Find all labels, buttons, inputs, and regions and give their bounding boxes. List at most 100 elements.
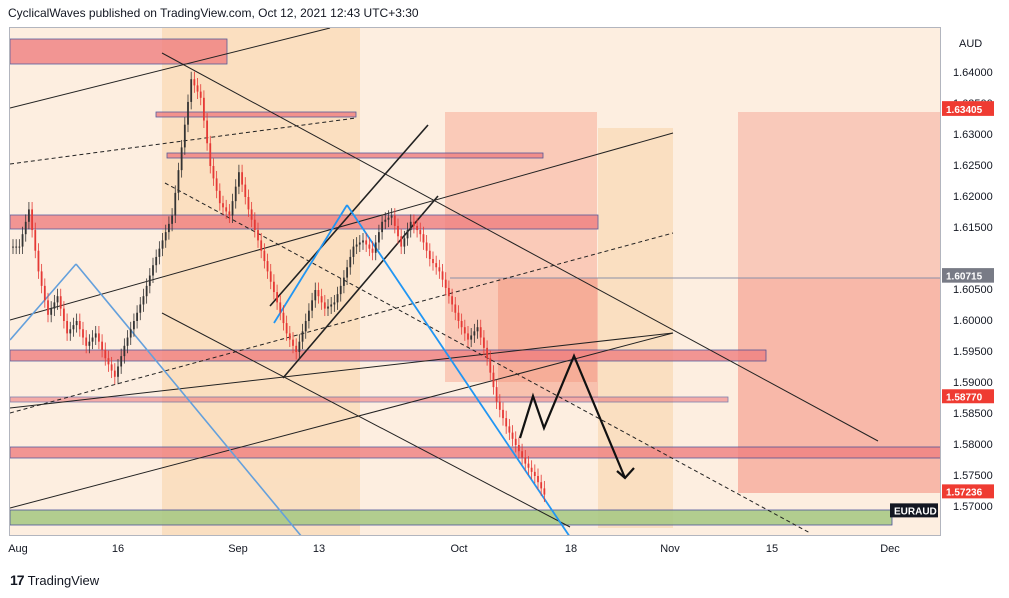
candle-body [40, 271, 43, 286]
price-label-bg [942, 268, 994, 283]
candle-body [444, 279, 447, 288]
trend-line [269, 124, 429, 307]
y-tick-label: 1.63500 [953, 98, 993, 110]
tradingview-logo-icon[interactable]: 17 [10, 572, 25, 588]
candle-body [66, 321, 68, 334]
candle-body [244, 184, 247, 197]
candle-body [78, 321, 81, 330]
candle-body [177, 170, 180, 193]
candle-body [133, 321, 135, 330]
candle-body [448, 287, 450, 297]
candle-body [406, 230, 409, 239]
candle-body [470, 335, 473, 340]
candle-body [282, 312, 285, 324]
candle-body [94, 333, 97, 338]
sr-zone [155, 111, 357, 118]
candle-body [543, 488, 546, 495]
candle-body [126, 337, 129, 346]
price-label: 1.58770 [942, 389, 994, 404]
candle-body [50, 308, 53, 315]
candle-body [495, 387, 498, 402]
candle-body [273, 281, 275, 293]
y-axis: 1.64000 1.63500 1.63000 1.62500 1.62000 1.615… [953, 38, 993, 513]
trend-line [10, 117, 357, 165]
candle-body [425, 242, 428, 251]
sr-zone [10, 214, 599, 230]
candle-body [292, 339, 294, 346]
candle-body [98, 333, 100, 342]
chart-canvas[interactable] [10, 28, 941, 536]
candle-body [168, 223, 170, 233]
zone-rect [738, 278, 940, 493]
price-label-bg [942, 101, 994, 116]
y-tick-label: 1.61500 [953, 222, 993, 234]
candle-body [454, 304, 457, 313]
candles [12, 71, 546, 503]
candle-body [483, 337, 485, 348]
candle-body [158, 248, 161, 257]
zigzag-projection [518, 353, 627, 479]
price-label-text: 1.60715 [946, 272, 983, 283]
candle-body [113, 370, 116, 377]
arrow-head-icon [616, 467, 635, 480]
price-label-bg [942, 101, 994, 116]
candle-body [190, 79, 193, 102]
x-tick-label: Nov [660, 543, 680, 555]
y-tick-label: 1.60500 [953, 284, 993, 296]
candle-body [47, 300, 49, 315]
candle-body [514, 438, 517, 445]
candle-body [352, 246, 355, 257]
candle-body [518, 445, 520, 452]
candle-body [467, 333, 469, 340]
trend-line [10, 332, 674, 509]
sr-zone [10, 38, 228, 65]
candle-body [533, 471, 536, 476]
price-label: 1.57236 [942, 484, 994, 499]
candle-body [43, 285, 46, 301]
y-tick-label: 1.62500 [953, 160, 993, 172]
candle-body [250, 209, 253, 220]
chart-area[interactable] [9, 27, 941, 536]
footer[interactable]: 17 TradingView [10, 572, 99, 588]
candle-body [56, 296, 59, 303]
candle-body [215, 178, 218, 191]
candle-body [378, 232, 380, 243]
candle-body [187, 101, 189, 125]
candle-body [196, 85, 199, 92]
price-label: 1.63405 [942, 101, 994, 116]
candle-body [63, 308, 65, 321]
price-label-text: 1.63417 [946, 104, 983, 115]
candle-body [368, 244, 371, 249]
candle-body [317, 290, 320, 297]
candle-body [498, 401, 501, 410]
trend-lines [10, 28, 879, 535]
candle-body [343, 277, 345, 286]
candle-body [123, 345, 126, 357]
trend-line [10, 332, 674, 409]
candle-body [457, 312, 460, 321]
sr-zone [10, 446, 940, 459]
candle-body [161, 240, 164, 249]
candle-body [155, 256, 158, 266]
candle-body [129, 329, 132, 338]
candle-body [152, 265, 154, 276]
candle-body [101, 341, 103, 350]
sr-zone [10, 349, 767, 362]
candle-body [18, 246, 21, 248]
candle-body [460, 321, 463, 328]
candle-body [199, 91, 202, 98]
candle-body [521, 451, 523, 458]
candle-body [28, 209, 30, 222]
candle-body [164, 232, 167, 241]
candle-body [327, 306, 329, 309]
candle-body [365, 240, 368, 245]
candle-body [492, 372, 495, 388]
x-tick-label: Oct [450, 543, 467, 555]
candle-body [145, 285, 148, 297]
candle-body [435, 263, 438, 268]
x-tick-label: Aug [8, 543, 28, 555]
price-label-bg [942, 268, 994, 283]
candle-body [413, 221, 415, 226]
candle-body [336, 294, 339, 303]
footer-brand[interactable]: TradingView [27, 572, 100, 588]
